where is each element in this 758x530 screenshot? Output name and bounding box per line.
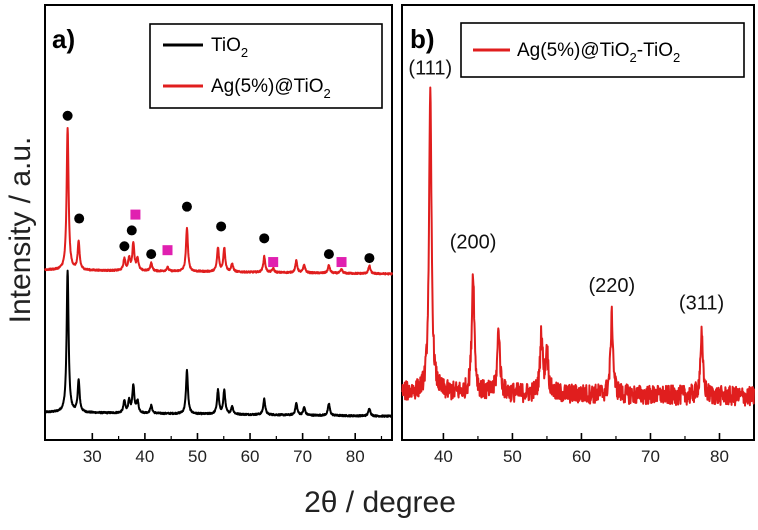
x-tick-label: 60 xyxy=(572,447,591,466)
peak-label: (200) xyxy=(450,232,497,254)
x-tick-label: 40 xyxy=(434,447,453,466)
anatase-marker xyxy=(259,233,270,244)
peak-label: (111) xyxy=(408,58,452,80)
anatase-marker xyxy=(181,201,192,212)
anatase-marker xyxy=(119,241,130,252)
series-line xyxy=(401,86,755,407)
x-tick-label: 40 xyxy=(135,447,154,466)
x-tick-label: 30 xyxy=(83,447,102,466)
anatase-marker xyxy=(62,110,73,121)
panel-a-legend: TiO2 Ag(5%)@TiO2 xyxy=(149,23,383,109)
x-tick-label: 50 xyxy=(503,447,522,466)
legend-label-ag-tio2: Ag(5%)@TiO2 xyxy=(211,76,331,101)
panel-a-frame xyxy=(44,4,393,441)
anatase-marker xyxy=(216,221,227,232)
x-tick-label: 50 xyxy=(188,447,207,466)
panel-b-label: b) xyxy=(410,24,435,54)
x-tick-label: 70 xyxy=(293,447,312,466)
legend-label-ag-tio2-tio2: Ag(5%)@TiO2-TiO2 xyxy=(517,40,680,65)
x-tick-label: 60 xyxy=(241,447,260,466)
panel-b-frame xyxy=(401,4,755,441)
silver-marker xyxy=(162,245,173,256)
peak-label: (311) xyxy=(679,293,724,315)
peak-label: (220) xyxy=(588,275,635,297)
panel-b-legend: Ag(5%)@TiO2-TiO2 xyxy=(460,22,745,78)
series-line xyxy=(44,269,393,418)
x-tick-label: 80 xyxy=(346,447,365,466)
panel-b: 40 50 60 70 80 (111) (200) (220) (311) b) Ag(5%)… xyxy=(401,4,755,466)
anatase-marker xyxy=(146,249,157,260)
legend-box xyxy=(149,23,383,109)
y-axis-title: Intensity / a.u. xyxy=(4,137,37,324)
anatase-marker xyxy=(323,249,334,260)
series-line xyxy=(44,126,393,276)
x-tick-label: 80 xyxy=(710,447,729,466)
silver-marker xyxy=(130,209,141,220)
x-axis-title: 2θ / degree xyxy=(304,486,456,519)
silver-marker xyxy=(268,257,279,268)
panel-a-label: a) xyxy=(52,24,75,54)
legend-label-tio2: TiO2 xyxy=(211,35,248,60)
panel-a-plot: 30 40 50 60 70 80 xyxy=(44,110,393,466)
anatase-marker xyxy=(126,225,137,236)
anatase-marker xyxy=(74,213,85,224)
panel-b-plot: 40 50 60 70 80 (111) (200) (220) (311) xyxy=(401,58,755,466)
silver-marker xyxy=(336,257,347,268)
panel-a: 30 40 50 60 70 80 a) TiO2 Ag(5%)@TiO2 xyxy=(44,4,393,466)
anatase-marker xyxy=(364,253,375,264)
x-tick-label: 70 xyxy=(641,447,660,466)
